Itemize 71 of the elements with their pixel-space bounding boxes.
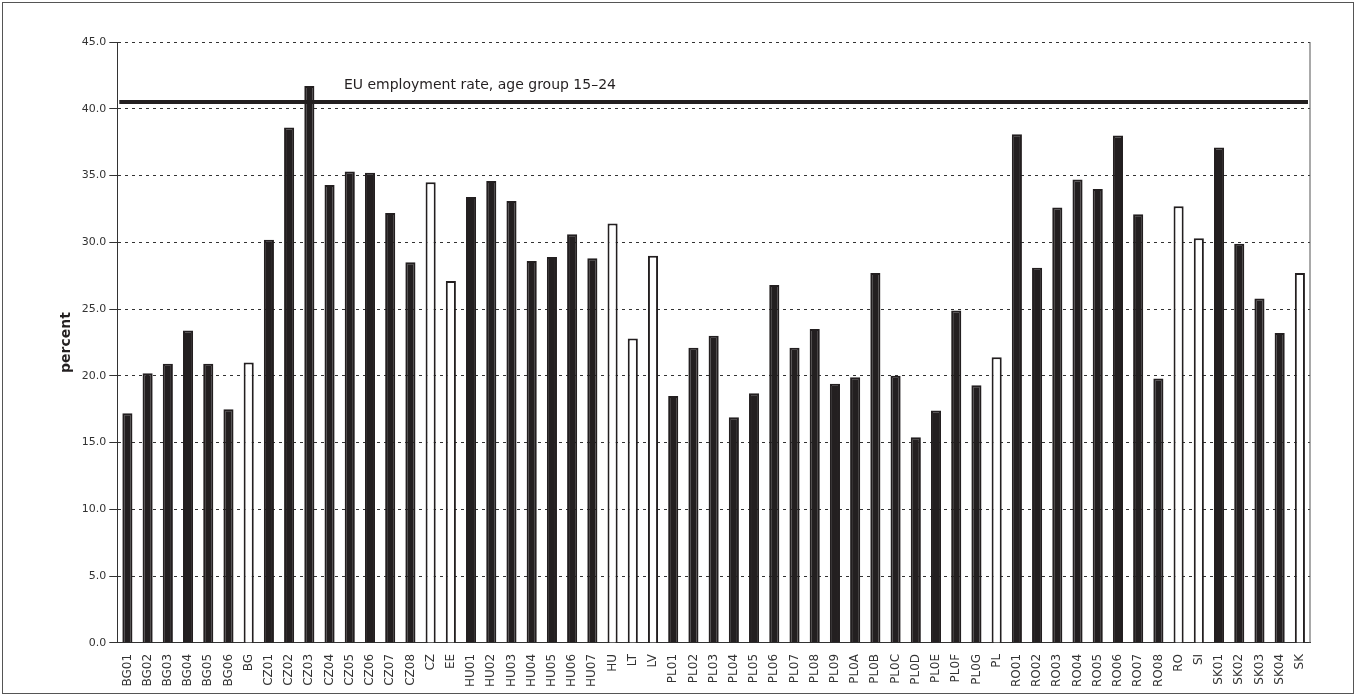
y-tick-label: 0.0: [88, 635, 107, 649]
x-tick-label: HU07: [584, 653, 599, 687]
x-tick-label: PL0F: [948, 653, 963, 683]
y-tick-label: 10.0: [81, 502, 107, 516]
x-tick-label: HU04: [523, 653, 538, 687]
x-tick-label: RO: [1170, 653, 1185, 672]
x-tick-label: PL03: [705, 653, 720, 684]
x-tick-label: PL08: [806, 653, 821, 684]
y-tick-label: 40.0: [81, 101, 107, 115]
x-tick-label: BG02: [139, 653, 154, 687]
x-tick-label: RO04: [1069, 653, 1084, 687]
x-tick-label: PL07: [786, 653, 801, 684]
x-tick-label: CZ: [422, 653, 437, 671]
x-tick-label: PL02: [685, 653, 700, 684]
x-tick-label: PL0A: [847, 653, 862, 684]
y-tick-label: 5.0: [88, 569, 107, 583]
x-tick-label: BG06: [220, 653, 235, 687]
x-tick-label: CZ07: [382, 653, 397, 686]
x-tick-label: RO01: [1009, 653, 1023, 687]
x-tick-label: HU01: [463, 653, 478, 687]
x-tick-label: CZ04: [321, 653, 336, 686]
x-tick-label: CZ02: [281, 653, 296, 686]
x-tick-label: CZ05: [341, 653, 356, 686]
x-tick-label: SK03: [1251, 653, 1266, 685]
x-tick-label: RO03: [1049, 653, 1064, 687]
x-tick-label: SK04: [1271, 653, 1286, 685]
y-tick-label: 25.0: [81, 301, 107, 315]
x-tick-label: HU06: [564, 653, 579, 687]
x-tick-label: RO08: [1150, 653, 1165, 687]
x-tick-label: LV: [645, 653, 660, 668]
x-tick-label: HU05: [544, 653, 559, 687]
x-tick-label: BG: [240, 653, 255, 672]
x-tick-label: HU: [604, 653, 619, 672]
x-tick-label: HU02: [483, 653, 498, 687]
x-tick-label: PL04: [725, 653, 740, 684]
y-axis-title: percent: [57, 311, 74, 373]
x-tick-label: BG03: [159, 653, 174, 687]
x-tick-label: PL0E: [928, 653, 943, 684]
x-tick-label: PL0D: [907, 653, 922, 685]
x-tick-label: BG04: [180, 653, 195, 687]
x-tick-label: SK: [1292, 652, 1307, 670]
x-tick-label: HU03: [503, 653, 518, 687]
x-tick-label: CZ08: [402, 653, 417, 686]
x-tick-label: PL0C: [887, 653, 902, 684]
ref-line-label: EU employment rate, age group 15–24: [343, 75, 617, 92]
y-tick-label: 30.0: [81, 235, 107, 249]
x-tick-label: BG05: [200, 653, 215, 687]
x-tick-label: CZ03: [301, 653, 316, 686]
y-tick-label: 35.0: [81, 168, 107, 182]
x-tick-label: BG01: [119, 653, 134, 687]
x-tick-label: CZ06: [362, 653, 377, 686]
y-tick-label: 45.0: [81, 34, 107, 48]
x-tick-label: RO02: [1029, 653, 1044, 687]
x-tick-label: SI: [1190, 653, 1205, 666]
y-tick-label: 20.0: [81, 368, 107, 382]
x-tick-label: PL0B: [867, 653, 882, 684]
x-tick-label: PL0G: [968, 653, 983, 685]
x-tick-label: RO05: [1089, 653, 1104, 687]
x-tick-label: EE: [442, 653, 457, 670]
x-tick-label: LT: [624, 653, 639, 667]
x-tick-label: SK02: [1231, 653, 1246, 685]
x-tick-label: RO06: [1110, 653, 1125, 687]
x-tick-label: SK01: [1211, 653, 1226, 685]
x-tick-label: PL: [988, 653, 1003, 668]
x-tick-label: PL09: [827, 653, 842, 684]
x-tick-label: PL06: [766, 653, 781, 684]
x-tick-label: PL01: [665, 653, 680, 684]
x-tick-label: CZ01: [261, 653, 276, 686]
x-tick-label: RO07: [1130, 653, 1145, 687]
x-tick-label: PL05: [746, 653, 761, 684]
y-tick-label: 15.0: [81, 435, 107, 449]
